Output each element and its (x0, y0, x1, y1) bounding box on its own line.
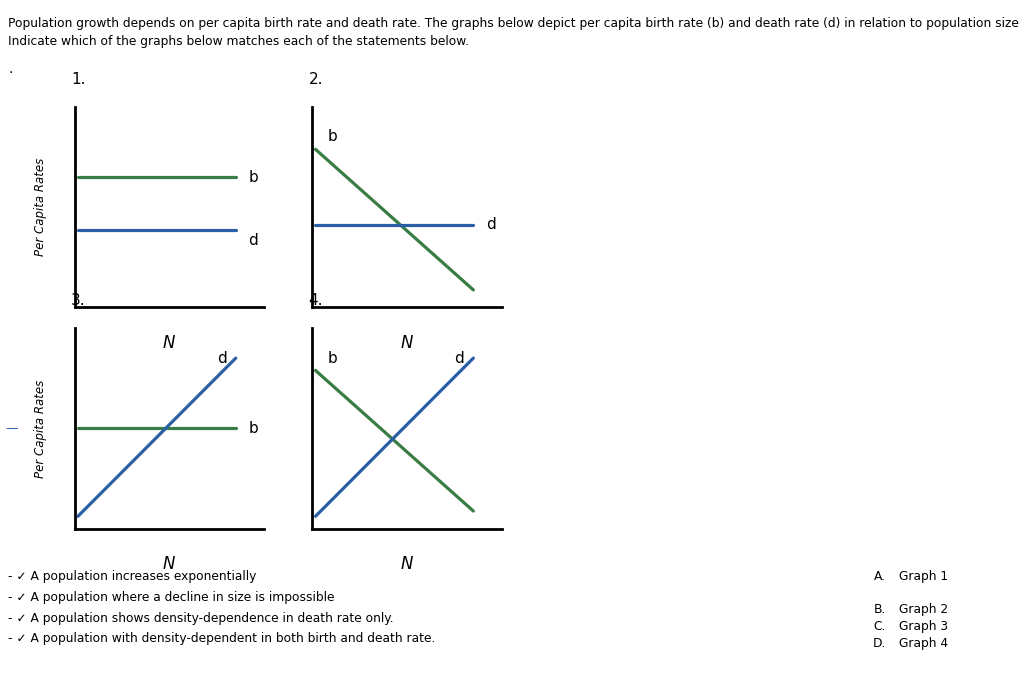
Text: 2.: 2. (308, 72, 323, 87)
Text: —: — (5, 422, 17, 435)
Text: Graph 2: Graph 2 (899, 603, 948, 616)
Text: D.: D. (872, 637, 886, 650)
Text: d: d (455, 350, 464, 366)
Text: d: d (249, 233, 258, 248)
Text: Per Capita Rates: Per Capita Rates (35, 379, 47, 477)
Text: b: b (249, 421, 258, 436)
Text: $N$: $N$ (163, 556, 176, 574)
Text: B.: B. (873, 603, 886, 616)
Text: Graph 3: Graph 3 (899, 620, 948, 633)
Text: - ✓ A population where a decline in size is impossible: - ✓ A population where a decline in size… (8, 591, 335, 604)
Text: 3.: 3. (71, 293, 86, 308)
Text: Graph 4: Graph 4 (899, 637, 948, 650)
Text: - ✓ A population increases exponentially: - ✓ A population increases exponentially (8, 570, 257, 583)
Text: $N$: $N$ (400, 556, 414, 574)
Text: - ✓ A population with density-dependent in both birth and death rate.: - ✓ A population with density-dependent … (8, 632, 435, 645)
Text: Per Capita Rates: Per Capita Rates (35, 158, 47, 256)
Text: d: d (217, 350, 226, 366)
Text: Graph 1: Graph 1 (899, 570, 948, 583)
Text: $N$: $N$ (400, 335, 414, 352)
Text: b: b (328, 350, 338, 366)
Text: Population growth depends on per capita birth rate and death rate. The graphs be: Population growth depends on per capita … (8, 17, 1024, 30)
Text: b: b (328, 129, 338, 144)
Text: 4.: 4. (308, 293, 323, 308)
Text: A.: A. (873, 570, 886, 583)
Text: .: . (8, 62, 12, 76)
Text: $N$: $N$ (163, 335, 176, 352)
Text: 1.: 1. (71, 72, 85, 87)
Text: C.: C. (873, 620, 886, 633)
Text: Indicate which of the graphs below matches each of the statements below.: Indicate which of the graphs below match… (8, 35, 469, 48)
Text: d: d (486, 218, 496, 232)
Text: - ✓ A population shows density-dependence in death rate only.: - ✓ A population shows density-dependenc… (8, 612, 394, 625)
Text: b: b (249, 170, 258, 185)
